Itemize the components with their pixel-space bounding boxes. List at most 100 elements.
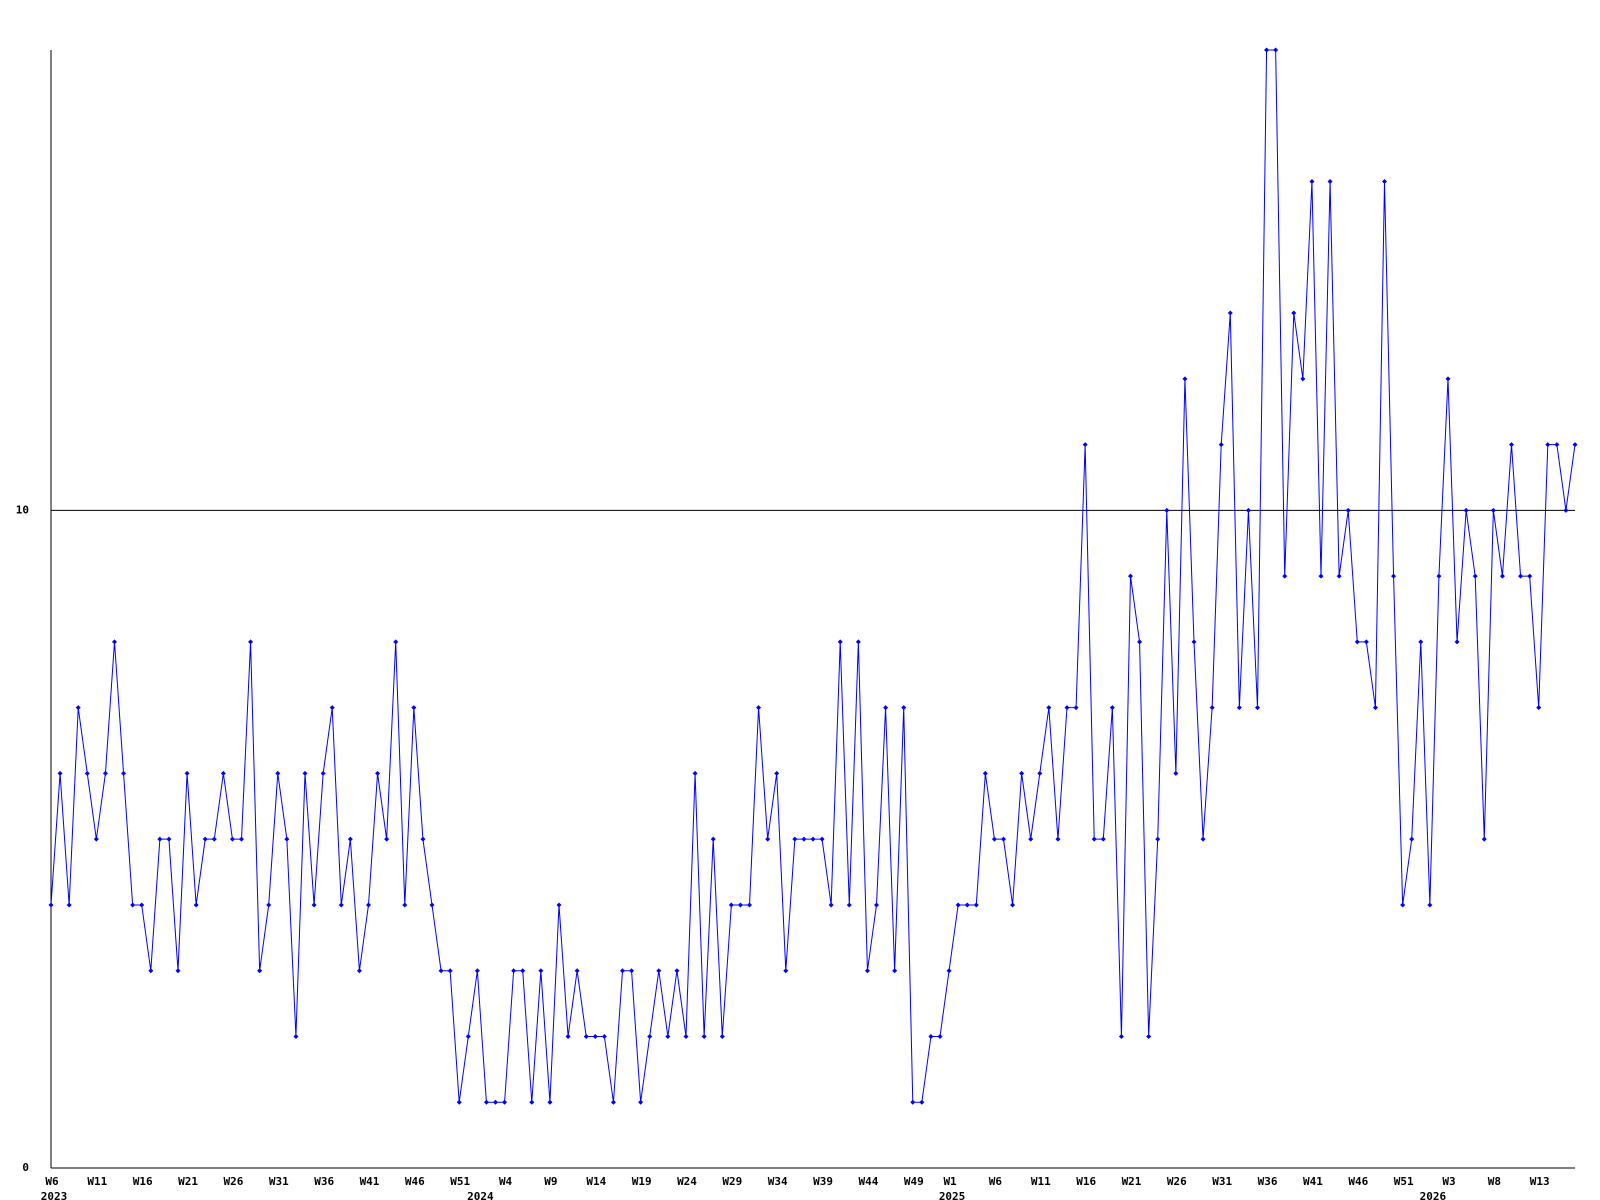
data-point: [139, 902, 145, 908]
data-point: [384, 836, 390, 842]
data-point: [175, 968, 181, 974]
data-point: [1554, 442, 1560, 448]
data-point: [1028, 836, 1034, 842]
x-tick-label: W34: [768, 1175, 788, 1188]
data-point: [928, 1033, 934, 1039]
x-tick-label: W46: [1348, 1175, 1368, 1188]
data-point: [538, 968, 544, 974]
data-point: [511, 968, 517, 974]
data-point: [774, 770, 780, 776]
data-point: [1200, 836, 1206, 842]
data-point: [1100, 836, 1106, 842]
data-point: [211, 836, 217, 842]
x-tick-label: W31: [269, 1175, 289, 1188]
data-point: [610, 1099, 616, 1105]
data-point: [1472, 573, 1478, 579]
data-point: [638, 1099, 644, 1105]
data-point: [284, 836, 290, 842]
data-point: [1527, 573, 1533, 579]
data-point: [946, 968, 952, 974]
data-point: [1291, 310, 1297, 316]
data-point: [973, 902, 979, 908]
data-point: [93, 836, 99, 842]
x-tick-label: W16: [1076, 1175, 1096, 1188]
y-tick-label: 0: [22, 1161, 29, 1174]
data-point: [692, 770, 698, 776]
data-point: [402, 902, 408, 908]
x-tick-label: W21: [178, 1175, 198, 1188]
data-point: [1409, 836, 1415, 842]
data-point: [792, 836, 798, 842]
data-point: [1382, 179, 1387, 185]
data-point: [883, 705, 889, 711]
data-point: [220, 770, 226, 776]
data-point: [737, 902, 743, 908]
data-point: [1064, 705, 1070, 711]
data-point: [1091, 836, 1097, 842]
data-point: [184, 770, 190, 776]
data-point: [864, 968, 870, 974]
data-point: [1264, 47, 1270, 53]
data-point: [629, 968, 635, 974]
data-point: [1400, 902, 1406, 908]
x-tick-label: W6: [989, 1175, 1003, 1188]
data-point: [66, 902, 72, 908]
data-point: [592, 1033, 598, 1039]
data-point: [1445, 376, 1451, 382]
data-point: [601, 1033, 607, 1039]
data-point: [1490, 507, 1496, 513]
x-tick-label: W24: [677, 1175, 697, 1188]
data-point: [1128, 573, 1133, 579]
data-point: [1454, 639, 1460, 645]
x-tick-label: W39: [813, 1175, 833, 1188]
data-point: [982, 770, 988, 776]
x-tick-label: W29: [722, 1175, 742, 1188]
data-point: [1118, 1033, 1124, 1039]
data-point: [112, 639, 117, 645]
data-point: [1209, 705, 1215, 711]
x-group-label: 2023: [41, 1190, 68, 1200]
data-point: [302, 770, 308, 776]
data-point: [148, 968, 154, 974]
data-point: [747, 902, 752, 908]
data-point: [420, 836, 426, 842]
data-point: [910, 1099, 916, 1105]
data-point: [1518, 573, 1524, 579]
x-tick-label: W26: [223, 1175, 243, 1188]
data-line: [50, 49, 1576, 1103]
data-point: [1572, 442, 1578, 448]
data-point: [855, 639, 861, 645]
data-point: [756, 705, 762, 711]
data-point: [683, 1033, 689, 1039]
data-point: [157, 836, 163, 842]
data-point: [1282, 573, 1288, 579]
data-point: [293, 1033, 299, 1039]
data-point: [121, 770, 127, 776]
data-point: [1082, 442, 1088, 448]
x-tick-label: W9: [544, 1175, 557, 1188]
data-point: [1155, 836, 1161, 842]
data-point: [647, 1033, 653, 1039]
x-tick-label: W26: [1167, 1175, 1187, 1188]
data-point: [955, 902, 961, 908]
data-point: [620, 968, 625, 974]
data-point: [1481, 836, 1487, 842]
data-point: [1436, 573, 1442, 579]
data-point: [1545, 442, 1551, 448]
x-tick-label: W19: [632, 1175, 652, 1188]
data-point: [239, 836, 244, 842]
data-point: [919, 1099, 925, 1105]
data-point: [1318, 573, 1324, 579]
data-point: [257, 968, 263, 974]
data-point: [1273, 47, 1279, 53]
data-point: [130, 902, 136, 908]
data-point: [583, 1033, 589, 1039]
data-point: [556, 902, 562, 908]
x-tick-label: W13: [1530, 1175, 1550, 1188]
data-point: [1391, 573, 1397, 579]
data-point: [1191, 639, 1197, 645]
data-point: [1218, 442, 1224, 448]
data-point: [1327, 179, 1333, 185]
y-tick-label: 10: [16, 503, 29, 516]
